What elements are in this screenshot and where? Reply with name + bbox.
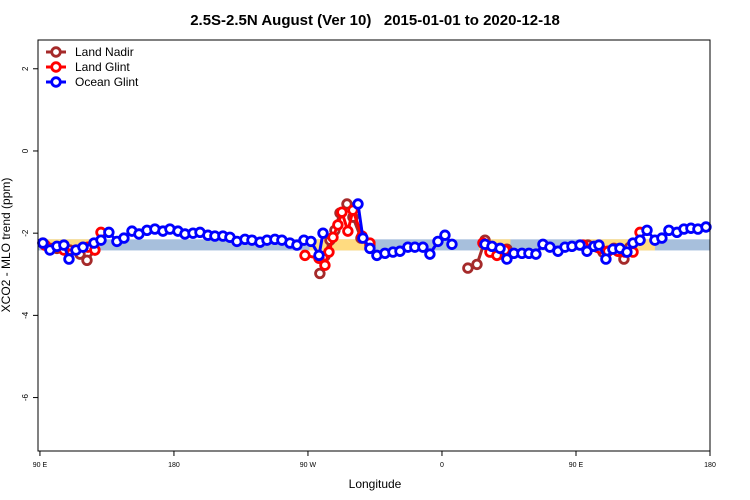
- legend-label: Land Glint: [75, 60, 130, 74]
- point: [319, 259, 331, 271]
- legend-marker: [50, 46, 62, 58]
- point: [313, 249, 325, 262]
- point: [342, 225, 354, 237]
- point: [656, 232, 668, 244]
- point: [336, 206, 348, 218]
- point: [432, 235, 444, 248]
- x-tick-label: 180: [704, 462, 716, 469]
- point: [77, 241, 89, 253]
- point: [446, 238, 458, 250]
- point: [574, 239, 586, 251]
- y-tick-label: -2: [21, 229, 30, 237]
- x-tick-label: 90 W: [300, 462, 317, 469]
- point: [314, 267, 326, 280]
- point: [439, 229, 451, 241]
- point: [501, 253, 513, 265]
- point: [357, 232, 369, 244]
- y-tick-label: -6: [21, 393, 30, 401]
- plot-frame: [37, 39, 711, 452]
- chart-title: 2.5S-2.5N August (Ver 10) 2015-01-01 to …: [190, 12, 560, 29]
- y-tick-label: 2: [21, 66, 30, 71]
- point: [299, 249, 311, 262]
- point: [332, 219, 344, 231]
- point: [37, 237, 49, 249]
- point: [641, 224, 653, 236]
- x-tick-label: 90 E: [33, 462, 48, 469]
- point: [634, 234, 646, 246]
- point: [63, 253, 75, 265]
- point: [494, 242, 506, 255]
- point: [58, 239, 70, 251]
- point: [471, 258, 483, 271]
- point: [305, 235, 317, 248]
- point: [530, 248, 542, 260]
- point: [327, 231, 339, 243]
- x-tick-label: 180: [168, 462, 180, 469]
- x-axis-label: Longitude: [349, 477, 402, 491]
- y-tick-label: -4: [21, 311, 30, 319]
- legend-marker: [50, 61, 62, 73]
- legend-marker: [50, 76, 62, 88]
- point: [352, 198, 364, 210]
- point: [593, 239, 605, 251]
- point: [95, 234, 107, 246]
- series-line: [44, 204, 642, 269]
- point: [81, 254, 93, 266]
- point: [700, 221, 712, 233]
- y-tick-label: 0: [21, 148, 30, 153]
- point: [621, 246, 633, 258]
- x-tick-label: 90 E: [569, 462, 584, 469]
- point: [118, 232, 130, 244]
- point: [417, 241, 429, 253]
- point: [424, 248, 436, 260]
- point: [317, 227, 329, 239]
- point: [364, 242, 376, 255]
- point: [103, 226, 115, 239]
- band: [309, 239, 365, 251]
- legend-label: Land Nadir: [75, 45, 134, 59]
- legend-label: Ocean Glint: [75, 75, 139, 89]
- point: [323, 246, 335, 258]
- y-axis-label: XCO2 - MLO trend (ppm): [0, 178, 13, 313]
- x-tick-label: 0: [440, 462, 444, 469]
- point: [462, 262, 474, 274]
- point: [600, 253, 612, 265]
